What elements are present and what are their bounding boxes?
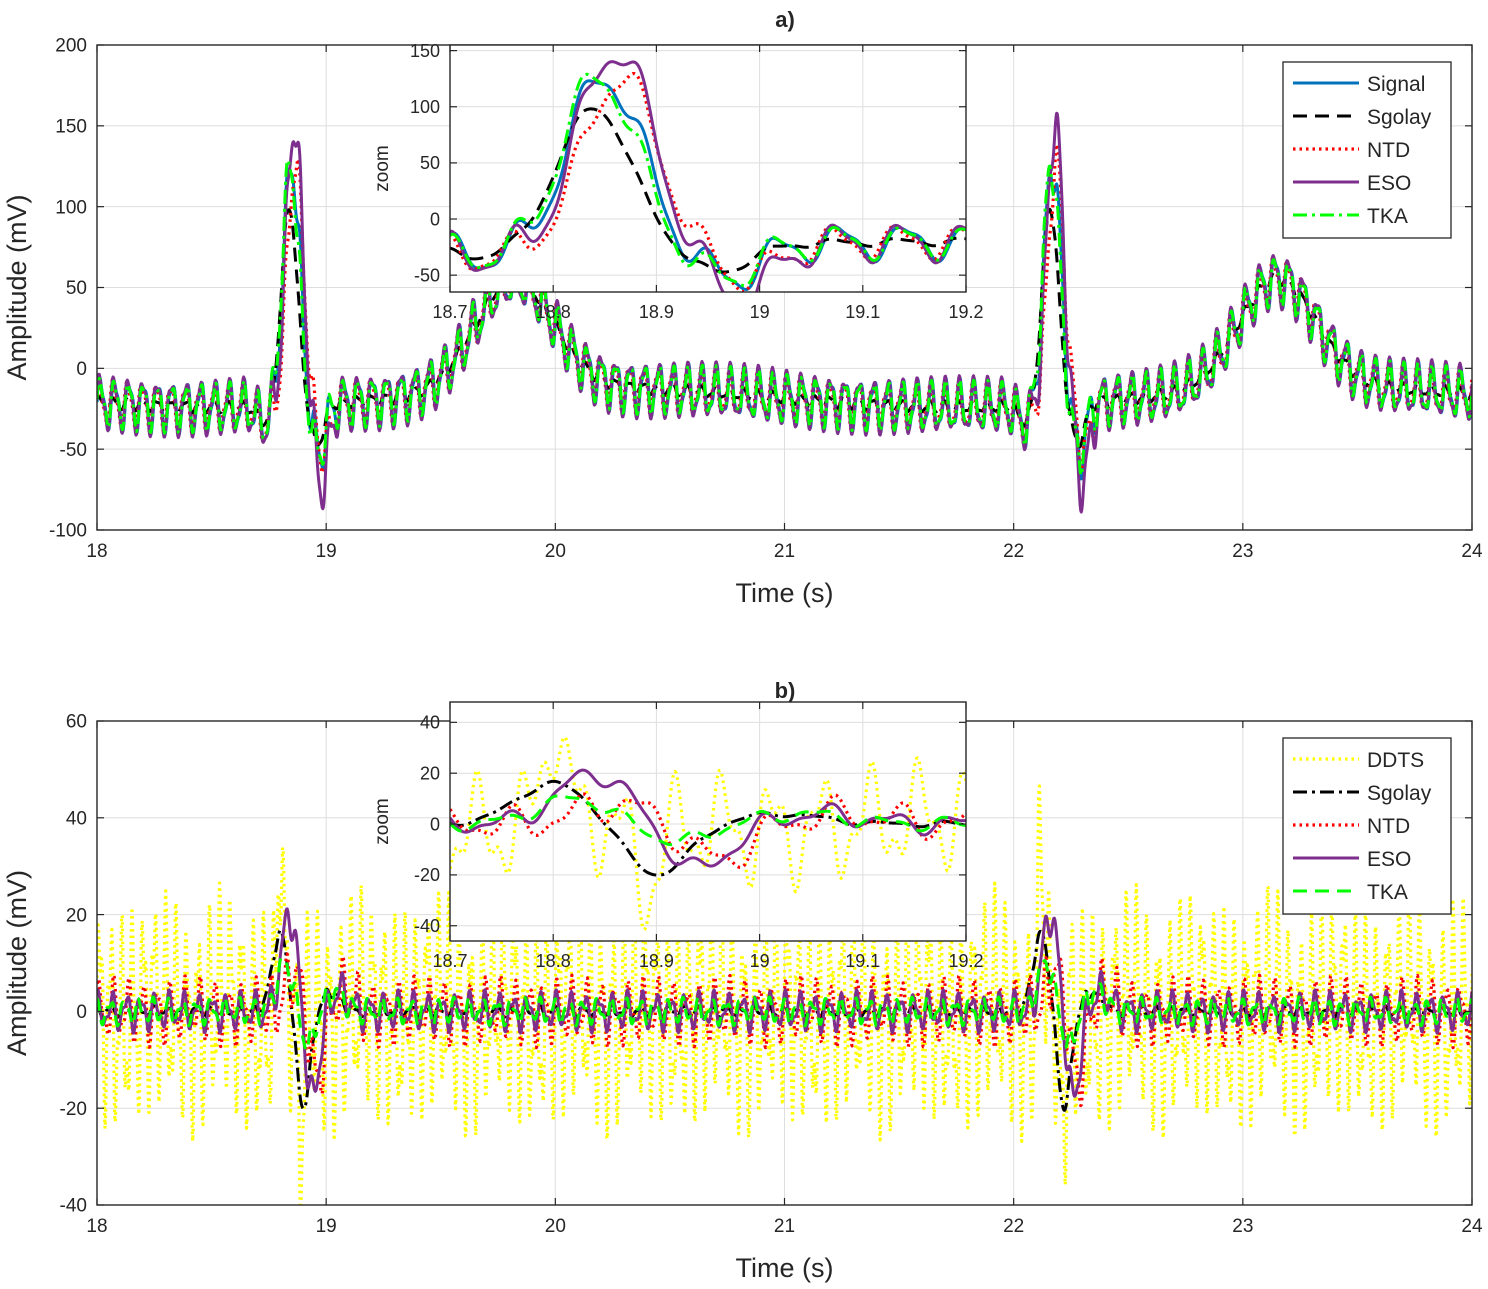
panel-a-xlabel: Time (s): [736, 578, 834, 608]
panel-a-ytick-label: 100: [55, 197, 87, 218]
panel-b-series-eso: [97, 907, 1472, 1098]
panel-b-inset-ytick-label: -20: [414, 865, 440, 885]
panel-b-xtick-label: 19: [316, 1216, 337, 1237]
panel-b-ytick-label: 60: [66, 712, 87, 733]
panel-a-legend-label-signal: Signal: [1367, 73, 1425, 96]
panel-a-xtick-label: 24: [1461, 541, 1483, 562]
panel-b-xtick-label: 21: [774, 1216, 795, 1237]
panel-b-inset-ytick-label: 0: [430, 814, 440, 834]
panel-b-legend-label-ddts: DDTS: [1367, 749, 1424, 772]
panel-b-inset-xtick-label: 18.9: [639, 951, 674, 971]
panel-a-inset-ytick-label: 0: [430, 209, 440, 229]
panel-b-title: b): [775, 678, 796, 703]
panel-a-ytick-label: 0: [76, 359, 87, 380]
panel-b-ytick-label: 20: [66, 905, 87, 926]
panel-b-inset-xtick-label: 19.1: [845, 951, 880, 971]
panel-b-inset-ytick-label: -40: [414, 916, 440, 936]
panel-a: 18 19 20 21 22 23 24 -100 -50 0 50 100 150 200 Time (s…: [2, 7, 1483, 608]
panel-a-inset-xtick-label: 19.1: [845, 302, 880, 322]
panel-a-ytick-label: 150: [55, 116, 87, 137]
panel-b-legend-label-ntd: NTD: [1367, 815, 1410, 838]
panel-b-xtick-label: 23: [1232, 1216, 1253, 1237]
panel-b-xtick-label: 24: [1461, 1216, 1483, 1237]
panel-a-inset-series-ntd: [450, 71, 966, 292]
panel-b-series-tka: [97, 956, 1472, 1052]
panel-a-legend-label-eso: ESO: [1367, 172, 1411, 195]
panel-b-legend-label-tka: TKA: [1367, 881, 1408, 904]
panel-a-inset-xtick-label: 18.9: [639, 302, 674, 322]
panel-a-ytick-label: -50: [60, 440, 87, 461]
panel-b-inset-ytick-label: 40: [420, 713, 440, 733]
panel-a-ytick-label: 50: [66, 278, 87, 299]
panel-b-legend: DDTS Sgolay NTD ESO TKA: [1282, 737, 1452, 915]
panel-a-inset-xtick-label: 18.8: [536, 302, 571, 322]
panel-a-inset-ylabel: zoom: [372, 145, 393, 191]
panel-a-series-eso: [97, 111, 1472, 514]
panel-b-xlabel: Time (s): [736, 1253, 834, 1283]
panel-a-xtick-label: 18: [86, 541, 107, 562]
panel-a-inset-xtick-label: 19.2: [948, 302, 983, 322]
panel-b-inset-xtick-label: 19.2: [948, 951, 983, 971]
panel-a-xtick-label: 22: [1003, 541, 1024, 562]
panel-b-ytick-label: 40: [66, 808, 87, 829]
panel-a-xtick-label: 20: [545, 541, 566, 562]
panel-a-inset-xtick-label: 18.7: [432, 302, 467, 322]
panel-a-legend-box: [1282, 61, 1452, 239]
panel-b-xtick-label: 20: [545, 1216, 566, 1237]
panel-a-legend: Signal Sgolay NTD ESO TKA: [1282, 61, 1452, 239]
panel-b-inset-ytick-label: 20: [420, 763, 440, 783]
panel-a-legend-label-sgolay: Sgolay: [1367, 106, 1432, 129]
panel-a-inset-ytick-label: 150: [410, 41, 440, 61]
panel-a-legend-label-tka: TKA: [1367, 205, 1408, 228]
panel-b-legend-label-sgolay: Sgolay: [1367, 782, 1432, 805]
panel-b-xtick-label: 22: [1003, 1216, 1024, 1237]
panel-b-legend-box: [1282, 737, 1452, 915]
panel-a-xtick-label: 19: [316, 541, 337, 562]
panel-b-inset-ylabel: zoom: [372, 798, 393, 844]
panel-a-series-ntd: [97, 142, 1472, 475]
panel-a-series-tka: [97, 158, 1472, 477]
panel-a-legend-label-ntd: NTD: [1367, 139, 1410, 162]
panel-b-ytick-label: -40: [60, 1196, 87, 1217]
panel-a-inset-series-eso: [450, 60, 966, 292]
panel-a-title: a): [775, 7, 795, 32]
panel-a-inset-ytick-label: -50: [414, 265, 440, 285]
panel-b-inset: 18.7 18.8 18.9 19 19.1 19.2 -40 -20 0 20 40 zoom: [372, 701, 984, 971]
panel-a-xtick-label: 21: [774, 541, 795, 562]
panel-b-inset-xtick-label: 18.8: [536, 951, 571, 971]
panel-b-inset-series-tka: [450, 794, 966, 847]
panel-a-inset-ytick-label: 100: [410, 97, 440, 117]
panel-b-inset-series-ntd: [450, 792, 966, 870]
panel-b-inset-xtick-label: 19: [750, 951, 770, 971]
panel-b-ylabel: Amplitude (mV): [2, 870, 32, 1056]
panel-b-inset-frame: [449, 701, 967, 942]
panel-a-inset-xtick-label: 19: [750, 302, 770, 322]
panel-a-ytick-label: -100: [49, 521, 87, 542]
panel-a-ytick-label: 200: [55, 36, 87, 57]
panel-b-ytick-label: -20: [60, 1099, 87, 1120]
panel-b-legend-label-eso: ESO: [1367, 848, 1411, 871]
panel-a-inset-ytick-label: 50: [420, 153, 440, 173]
panel-b-ytick-label: 0: [76, 1002, 87, 1023]
panel-b-inset-xtick-label: 18.7: [432, 951, 467, 971]
panel-b-xtick-label: 18: [86, 1216, 107, 1237]
panel-a-inset: 18.7 18.8 18.9 19 19.1 19.2 -50 0 50 100 150 zoom: [372, 41, 984, 322]
panel-a-ylabel: Amplitude (mV): [2, 194, 32, 380]
panel-b: 18 19 20 21 22 23 24 -40 -20 0 20 40 60 Time (s) Ampli…: [2, 678, 1483, 1283]
panel-a-inset-frame: [449, 44, 967, 293]
panel-a-xtick-label: 23: [1232, 541, 1253, 562]
